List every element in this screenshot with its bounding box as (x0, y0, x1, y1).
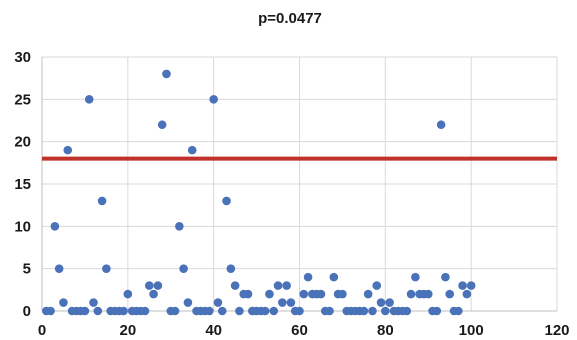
data-point (273, 281, 283, 290)
y-tick-labels: 0 5 10 15 20 25 30 (14, 49, 31, 320)
data-point (303, 272, 313, 282)
data-point (441, 272, 450, 282)
data-point (423, 289, 433, 299)
data-point (286, 298, 296, 307)
data-point (119, 306, 128, 316)
data-point (466, 281, 476, 290)
data-point (329, 272, 339, 282)
data-point (316, 289, 326, 299)
data-point (162, 69, 171, 79)
data-point (376, 298, 386, 307)
data-point (282, 281, 291, 290)
data-point (445, 289, 455, 299)
data-point (325, 306, 334, 316)
data-point (402, 306, 412, 316)
x-tick-label: 0 (38, 322, 46, 339)
x-tick-label: 60 (291, 322, 308, 339)
data-point (93, 306, 103, 316)
data-point (265, 289, 274, 299)
data-points (41, 69, 476, 316)
data-point (89, 298, 98, 307)
data-point (260, 306, 270, 316)
data-point (170, 306, 180, 316)
data-point (235, 306, 244, 316)
data-point (205, 306, 214, 316)
data-point (299, 289, 309, 299)
x-tick-label: 100 (459, 322, 484, 339)
y-tick-label: 10 (14, 218, 31, 235)
y-tick-label: 5 (23, 261, 31, 278)
grid (42, 56, 558, 311)
y-tick-label: 30 (14, 49, 31, 66)
data-point (149, 289, 158, 299)
data-point (226, 264, 236, 273)
data-point (230, 281, 240, 290)
data-point (153, 281, 163, 290)
data-point (144, 281, 154, 290)
data-point (209, 95, 218, 104)
data-point (102, 264, 111, 273)
data-point (406, 289, 416, 299)
data-point (295, 306, 304, 316)
data-point (462, 289, 472, 299)
data-point (385, 298, 394, 307)
x-tick-label: 80 (377, 322, 394, 339)
data-point (54, 264, 64, 273)
data-point (157, 120, 167, 130)
data-point (217, 306, 227, 316)
data-point (278, 298, 287, 307)
chart-title: p=0.0477 (258, 10, 322, 27)
y-tick-label: 15 (14, 176, 31, 193)
x-tick-label: 40 (205, 322, 222, 339)
data-point (381, 306, 390, 316)
data-point (338, 289, 347, 299)
x-tick-labels: 0 20 40 60 80 100 120 (38, 322, 570, 339)
data-point (432, 306, 442, 316)
data-point (363, 289, 373, 299)
data-point (123, 289, 133, 299)
data-point (63, 145, 73, 155)
data-point (50, 222, 60, 231)
y-tick-label: 0 (23, 303, 31, 320)
data-point (80, 306, 90, 316)
data-point (372, 281, 382, 290)
data-point (453, 306, 463, 316)
y-tick-label: 20 (14, 134, 31, 151)
data-point (59, 298, 68, 307)
data-point (222, 196, 231, 206)
data-point (359, 306, 369, 316)
data-point (175, 222, 184, 231)
data-point (436, 120, 446, 130)
x-tick-label: 120 (544, 322, 569, 339)
data-point (183, 298, 193, 307)
data-point (140, 306, 150, 316)
data-point (179, 264, 188, 273)
data-point (213, 298, 223, 307)
data-point (411, 272, 420, 282)
data-point (97, 196, 107, 206)
data-point (84, 95, 94, 104)
data-point (46, 306, 55, 316)
data-point (458, 281, 467, 290)
data-point (187, 145, 197, 155)
x-tick-label: 20 (119, 322, 136, 339)
y-tick-label: 25 (14, 91, 31, 108)
data-point (368, 306, 377, 316)
data-point (243, 289, 253, 299)
data-point (269, 306, 279, 316)
